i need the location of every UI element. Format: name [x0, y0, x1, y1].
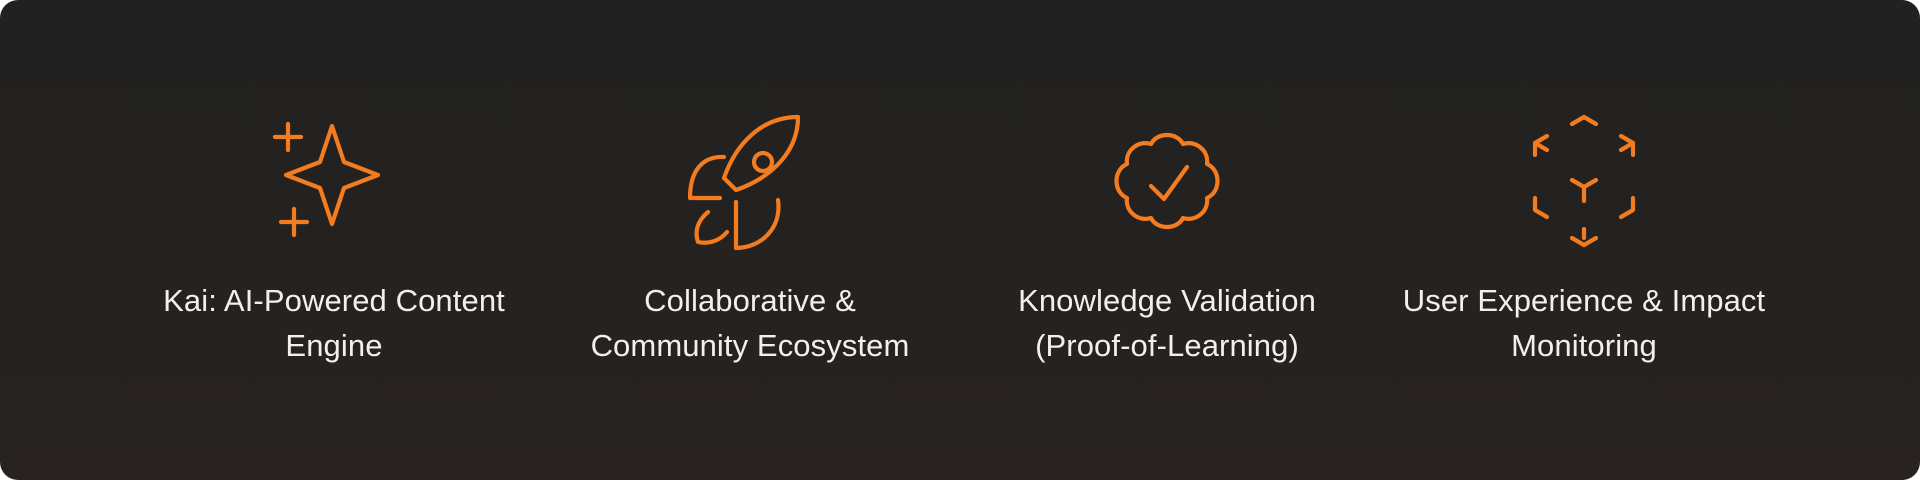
- feature-label: User Experience & Impact Monitoring: [1402, 283, 1766, 363]
- sparkles-icon: [266, 112, 402, 248]
- box-dashed-icon: [1516, 112, 1652, 248]
- feature-card-user-experience: User Experience & Impact Monitoring: [1384, 112, 1784, 368]
- feature-card-knowledge-validation: Knowledge Validation (Proof-of-Learning): [967, 112, 1367, 368]
- feature-label: Collaborative & Community Ecosystem: [590, 283, 910, 363]
- rocket-icon: [682, 112, 818, 251]
- feature-label: Kai: AI-Powered Content Engine: [163, 283, 505, 363]
- badge-check-icon: [1099, 112, 1235, 248]
- feature-card-community-ecosystem: Collaborative & Community Ecosystem: [550, 112, 950, 368]
- feature-label: Knowledge Validation (Proof-of-Learning): [1018, 283, 1316, 363]
- feature-card-content-engine: Kai: AI-Powered Content Engine: [134, 112, 534, 368]
